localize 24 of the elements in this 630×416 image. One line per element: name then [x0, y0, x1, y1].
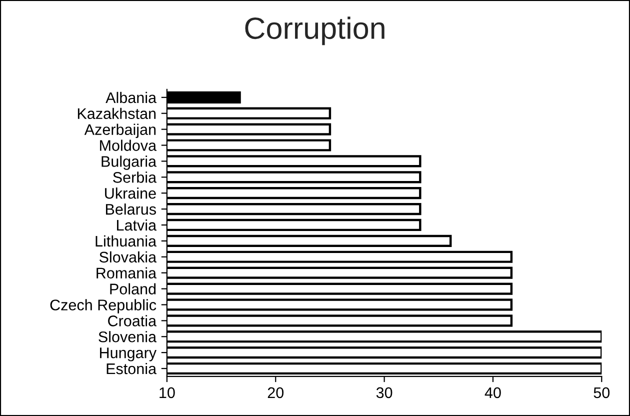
y-tick-label: Estonia	[106, 362, 157, 374]
y-tick-label: Serbia	[113, 172, 157, 183]
x-tick-label: 20	[268, 387, 284, 398]
y-tick-label: Bulgaria	[102, 156, 157, 170]
y-tick-label: Slovakia	[99, 251, 157, 263]
y-tick-label: Czech Republic	[50, 299, 156, 314]
y-tick-label: Croatia	[108, 315, 157, 326]
y-tick-label: Hungary	[100, 348, 157, 362]
y-tick-label: Albania	[106, 92, 157, 104]
y-tick-label: Moldova	[100, 140, 157, 151]
y-tick-label: Poland	[110, 283, 156, 294]
y-tick-label: Kazakhstan	[78, 108, 156, 120]
y-tick-label: Slovenia	[98, 331, 157, 342]
x-tick-label: 30	[376, 387, 392, 398]
y-tick-label: Belarus	[106, 204, 156, 215]
y-tick-label: Romania	[96, 267, 157, 279]
y-tick-label: Lithuania	[96, 235, 157, 247]
x-tick-label: 50	[594, 387, 610, 398]
y-tick-label: Azerbaijan	[84, 124, 156, 138]
x-tick-label: 10	[160, 387, 175, 398]
x-tick-label: 40	[484, 387, 501, 398]
chart-title: Corruption	[245, 16, 384, 46]
y-tick-label: Latvia	[117, 219, 157, 231]
y-tick-label: Ukraine	[105, 188, 156, 199]
